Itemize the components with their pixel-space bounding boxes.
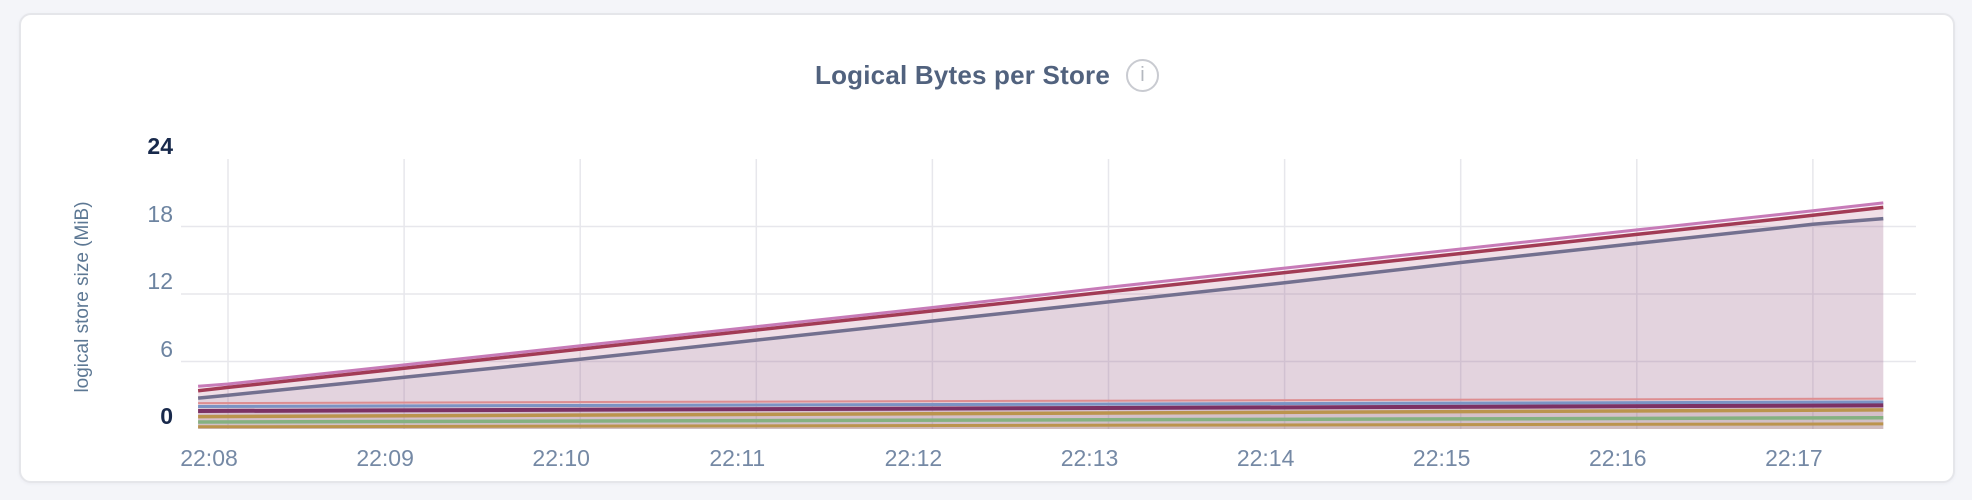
series-line-green [198,416,1884,424]
x-tick-2210: 22:10 [532,445,590,471]
x-tick-2216: 22:16 [1589,445,1647,471]
x-tick-2211: 22:11 [709,445,766,471]
y-tick-24: 24 [147,133,173,159]
y-tick-0: 0 [160,403,173,429]
series-line-blue [198,400,1884,408]
x-tick-2208: 22:08 [180,445,238,471]
x-tick-2213: 22:13 [1060,445,1119,471]
y-axis-title: logical store size (MiB) [72,201,93,393]
series-lines [197,201,1884,429]
series-line-tan [198,408,1884,419]
series-area-pink [198,202,1884,429]
info-icon[interactable]: i [1126,58,1160,92]
y-tick-6: 6 [160,335,173,362]
x-tick-2217: 22:17 [1765,445,1823,471]
x-tick-2215: 22:15 [1412,445,1471,471]
series-area-slate [198,218,1884,429]
chart-header: Logical Bytes per Store i [21,53,1953,97]
chart-title: Logical Bytes per Store [814,59,1111,90]
y-tick-18: 18 [147,200,173,227]
y-tick-12: 12 [147,268,173,294]
x-tick-2212: 22:12 [884,445,943,471]
x-tick-2209: 22:09 [356,445,414,471]
series-line-crimson [197,205,1884,393]
series-line-salmon [198,397,1884,405]
series-line-slate [197,216,1884,400]
series-line-magenta [198,403,1884,413]
chart-plot-area[interactable] [176,153,1926,433]
series-line-pink [197,201,1884,388]
chart-card: Logical Bytes per Store i logical store … [19,13,1955,483]
x-tick-2214: 22:14 [1236,445,1295,471]
series-line-tan-2 [198,422,1884,429]
